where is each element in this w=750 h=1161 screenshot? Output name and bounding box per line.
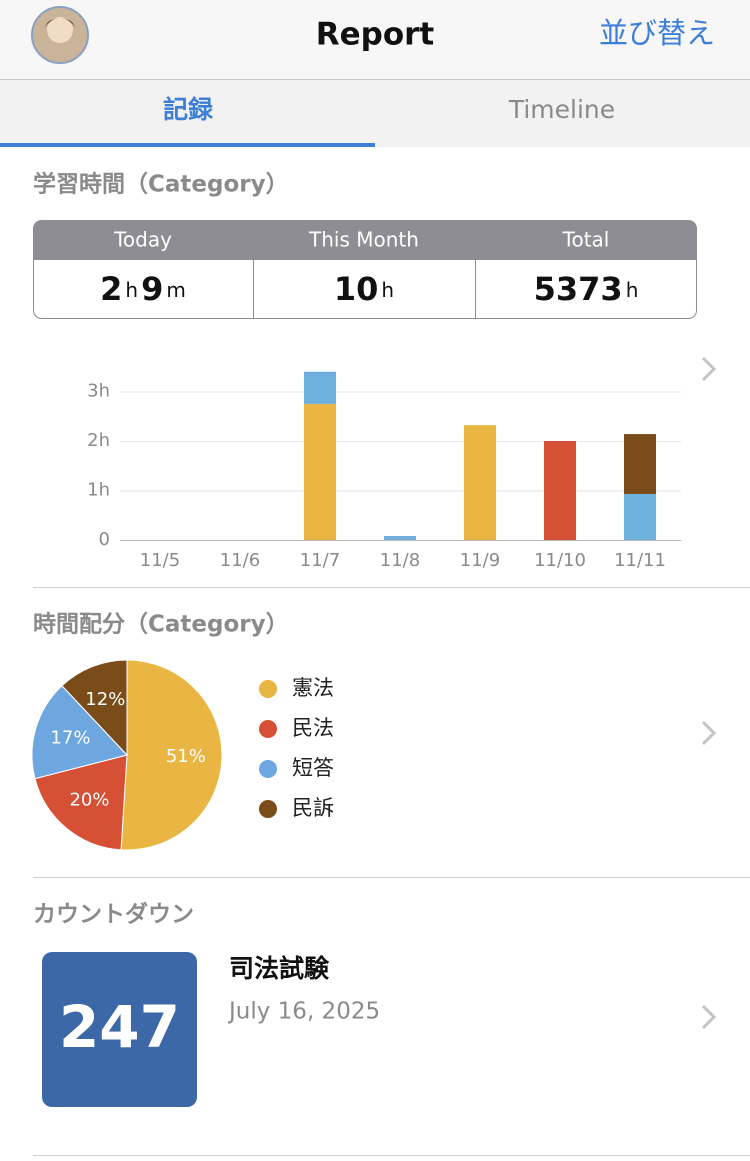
legend-swatch bbox=[259, 680, 277, 698]
bar-segment bbox=[304, 371, 336, 404]
chevron[interactable] bbox=[701, 1004, 717, 1030]
pie-slice bbox=[34, 754, 128, 851]
column-value: 5373 h bbox=[534, 270, 639, 308]
y-tick-label: 0 bbox=[99, 529, 110, 550]
x-tick-label: 11/5 bbox=[140, 550, 180, 571]
value-number: 9 bbox=[141, 270, 163, 308]
section-heading: 学習時間（Category） bbox=[33, 171, 289, 198]
pie-slice bbox=[120, 659, 223, 851]
bar-segment bbox=[544, 441, 576, 540]
column-value: 10 h bbox=[334, 270, 394, 308]
legend-label: 民訴 bbox=[292, 796, 334, 820]
value-number: 5373 bbox=[534, 270, 623, 308]
slice-label: 12% bbox=[85, 689, 125, 710]
pie-slice bbox=[61, 659, 128, 757]
legend-swatch bbox=[259, 760, 277, 778]
bar-segment bbox=[624, 434, 656, 494]
header-bar bbox=[0, 0, 750, 80]
bar-segment bbox=[624, 493, 656, 540]
header-title: Report bbox=[316, 17, 435, 53]
tab[interactable]: 記録 bbox=[163, 95, 214, 124]
value-unit: m bbox=[166, 278, 185, 302]
value-unit: h bbox=[125, 278, 138, 302]
tab[interactable]: Timeline bbox=[508, 95, 615, 124]
x-tick-label: 11/7 bbox=[300, 550, 340, 571]
pie-slice bbox=[31, 685, 128, 780]
bar-segment bbox=[464, 425, 496, 540]
countdown-box bbox=[42, 952, 197, 1107]
section-heading: カウントダウン bbox=[33, 901, 194, 928]
x-tick-label: 11/11 bbox=[614, 550, 666, 571]
x-tick-label: 11/10 bbox=[534, 550, 586, 571]
countdown-date: July 16, 2025 bbox=[227, 999, 380, 1025]
column-label: Today bbox=[113, 228, 172, 252]
chevron[interactable] bbox=[701, 356, 717, 382]
slice-label: 20% bbox=[69, 789, 109, 810]
column-label: Total bbox=[562, 228, 610, 252]
avatar[interactable] bbox=[31, 6, 89, 64]
value-unit: h bbox=[381, 278, 394, 302]
column-label: This Month bbox=[308, 228, 419, 252]
slice-label: 17% bbox=[50, 728, 90, 749]
x-tick-label: 11/6 bbox=[220, 550, 260, 571]
y-tick-label: 2h bbox=[87, 430, 110, 451]
x-tick-label: 11/8 bbox=[380, 550, 420, 571]
chevron[interactable] bbox=[701, 720, 717, 746]
value-unit: h bbox=[626, 278, 639, 302]
tab-bar bbox=[0, 80, 750, 147]
bar-segment bbox=[304, 403, 336, 540]
tab-indicator bbox=[0, 143, 375, 147]
value-number: 10 bbox=[334, 270, 379, 308]
legend-swatch bbox=[259, 800, 277, 818]
value-number: 2 bbox=[100, 270, 122, 308]
slice-label: 51% bbox=[166, 746, 206, 767]
countdown-title: 司法試験 bbox=[229, 954, 330, 983]
bar-segment bbox=[384, 536, 416, 540]
legend-swatch bbox=[259, 720, 277, 738]
y-tick-label: 3h bbox=[87, 381, 110, 402]
section-heading: 時間配分（Category） bbox=[33, 611, 289, 638]
legend-label: 憲法 bbox=[292, 676, 334, 700]
column-value: 2 h9 m bbox=[100, 270, 186, 308]
y-tick-label: 1h bbox=[87, 480, 110, 501]
legend-label: 民法 bbox=[292, 716, 334, 740]
legend-label: 短答 bbox=[292, 756, 334, 780]
sort-button[interactable]: 並び替え bbox=[599, 16, 715, 50]
countdown-days: 247 bbox=[59, 993, 180, 1061]
summary-header bbox=[33, 220, 697, 260]
x-tick-label: 11/9 bbox=[460, 550, 500, 571]
